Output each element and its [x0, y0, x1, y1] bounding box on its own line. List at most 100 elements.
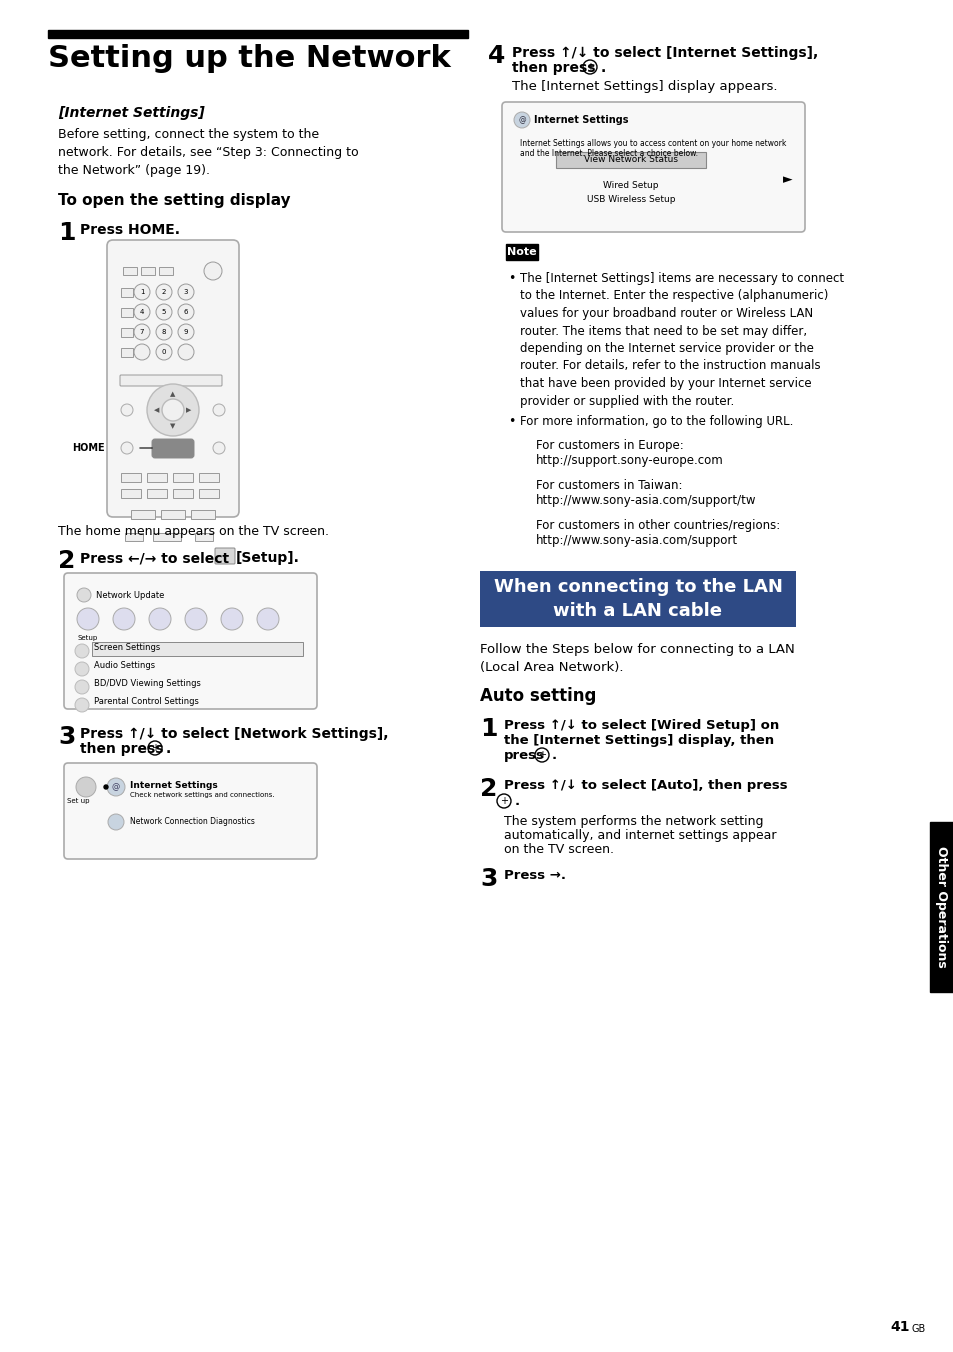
Circle shape [213, 442, 225, 454]
Circle shape [77, 588, 91, 602]
Text: ►: ► [782, 173, 792, 187]
Circle shape [108, 814, 124, 830]
Text: @: @ [517, 115, 525, 124]
Text: Press HOME.: Press HOME. [80, 223, 180, 237]
Text: Set up: Set up [67, 798, 90, 804]
Text: 3: 3 [184, 289, 188, 295]
Text: then press: then press [512, 61, 595, 74]
Text: 2: 2 [162, 289, 166, 295]
Bar [159, 266, 172, 274]
Text: http://support.sony-europe.com: http://support.sony-europe.com [536, 454, 723, 466]
Text: Press ↑/↓ to select [Network Settings],: Press ↑/↓ to select [Network Settings], [80, 727, 388, 741]
Bar [199, 473, 219, 483]
FancyBboxPatch shape [64, 763, 316, 859]
Circle shape [256, 608, 278, 630]
Text: GB: GB [911, 1324, 925, 1334]
Circle shape [107, 777, 125, 796]
Text: 8: 8 [162, 329, 166, 335]
Text: For more information, go to the following URL.: For more information, go to the followin… [519, 415, 793, 429]
Text: 1: 1 [479, 717, 497, 741]
Bar [121, 288, 132, 297]
Circle shape [156, 324, 172, 339]
Bar [121, 329, 132, 337]
Text: Press ↑/↓ to select [Internet Settings],: Press ↑/↓ to select [Internet Settings], [512, 46, 818, 59]
Text: For customers in other countries/regions:: For customers in other countries/regions… [536, 519, 780, 531]
Circle shape [148, 741, 162, 754]
Text: 41: 41 [889, 1320, 909, 1334]
Circle shape [156, 343, 172, 360]
Text: The system performs the network setting: The system performs the network setting [503, 815, 762, 827]
Text: +: + [537, 750, 545, 760]
Text: press: press [503, 749, 544, 763]
Circle shape [178, 324, 193, 339]
Text: 2: 2 [479, 777, 497, 800]
Text: Setup: Setup [78, 635, 98, 641]
Text: 6: 6 [184, 310, 188, 315]
Text: +: + [499, 796, 507, 806]
Bar [147, 489, 167, 498]
Bar [479, 571, 795, 627]
Text: .: . [166, 742, 172, 756]
Bar [121, 347, 132, 357]
Circle shape [104, 786, 108, 790]
Bar [121, 308, 132, 316]
Bar [121, 473, 141, 483]
Text: 1: 1 [139, 289, 144, 295]
Text: The [Internet Settings] items are necessary to connect
to the Internet. Enter th: The [Internet Settings] items are necess… [519, 272, 843, 407]
Text: HOME: HOME [72, 443, 105, 453]
Circle shape [133, 284, 150, 300]
FancyBboxPatch shape [107, 241, 239, 516]
Bar [929, 822, 953, 992]
Text: @: @ [112, 783, 120, 791]
Bar [123, 266, 137, 274]
Text: then press: then press [80, 742, 163, 756]
Circle shape [497, 794, 511, 808]
Text: Parental Control Settings: Parental Control Settings [94, 696, 198, 706]
Bar [172, 489, 193, 498]
Text: Auto setting: Auto setting [479, 687, 596, 704]
Text: 4: 4 [488, 45, 505, 68]
Circle shape [149, 608, 171, 630]
Text: Press ←/→ to select: Press ←/→ to select [80, 552, 229, 565]
Circle shape [133, 304, 150, 320]
Circle shape [77, 608, 99, 630]
Bar [199, 489, 219, 498]
Text: Internet Settings: Internet Settings [534, 115, 628, 124]
Text: When connecting to the LAN
with a LAN cable: When connecting to the LAN with a LAN ca… [493, 579, 781, 619]
Text: Wired Setup: Wired Setup [602, 181, 659, 191]
FancyBboxPatch shape [152, 439, 193, 458]
Bar [125, 533, 143, 541]
Text: Follow the Steps below for connecting to a LAN
(Local Area Network).: Follow the Steps below for connecting to… [479, 644, 794, 673]
Text: the [Internet Settings] display, then: the [Internet Settings] display, then [503, 734, 773, 748]
Text: 4: 4 [140, 310, 144, 315]
Text: Press →.: Press →. [503, 869, 565, 882]
Text: [Setup].: [Setup]. [235, 552, 299, 565]
Bar [194, 533, 213, 541]
Text: .: . [515, 795, 519, 808]
Circle shape [221, 608, 243, 630]
Circle shape [133, 343, 150, 360]
Text: 7: 7 [139, 329, 144, 335]
Text: Press ↑/↓ to select [Auto], then press: Press ↑/↓ to select [Auto], then press [503, 779, 787, 792]
Text: View Network Status: View Network Status [583, 155, 678, 165]
Text: Internet Settings allows you to access content on your home network: Internet Settings allows you to access c… [519, 139, 785, 147]
Text: BD/DVD Viewing Settings: BD/DVD Viewing Settings [94, 679, 201, 688]
Text: Other Operations: Other Operations [935, 846, 947, 968]
Text: The home menu appears on the TV screen.: The home menu appears on the TV screen. [58, 525, 329, 538]
Bar [152, 533, 181, 541]
Text: 5: 5 [162, 310, 166, 315]
Text: •: • [507, 415, 515, 429]
Circle shape [178, 343, 193, 360]
Circle shape [582, 59, 597, 74]
Text: 3: 3 [479, 867, 497, 891]
Text: .: . [600, 61, 605, 74]
Bar [556, 151, 705, 168]
Text: automatically, and internet settings appear: automatically, and internet settings app… [503, 829, 776, 842]
Text: For customers in Europe:: For customers in Europe: [536, 439, 683, 452]
Circle shape [204, 262, 222, 280]
Bar [191, 510, 214, 519]
Text: and the Internet. Please select a choice below.: and the Internet. Please select a choice… [519, 149, 698, 158]
FancyBboxPatch shape [501, 101, 804, 233]
Circle shape [147, 384, 199, 435]
Text: The [Internet Settings] display appears.: The [Internet Settings] display appears. [512, 80, 777, 93]
